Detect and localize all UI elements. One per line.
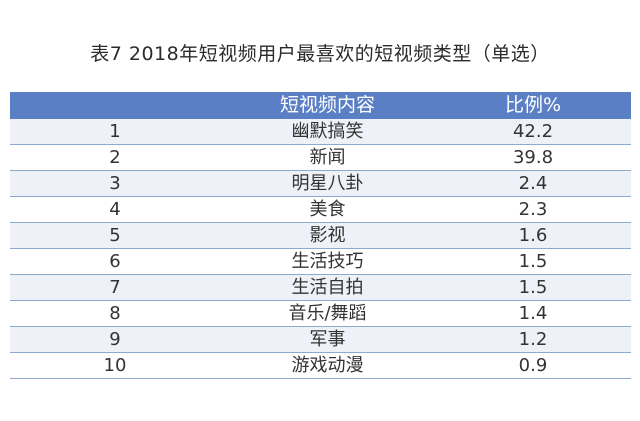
- content-cell: 明星八卦: [291, 172, 364, 194]
- rank-cell: 7: [109, 276, 121, 298]
- rank-cell: 1: [109, 120, 121, 142]
- table-row: 2 新闻 39.8: [10, 145, 631, 171]
- table-row: 9 军事 1.2: [10, 327, 631, 353]
- rank-cell: 4: [109, 198, 121, 220]
- table-title: 表7 2018年短视频用户最喜欢的短视频类型（单选）: [90, 43, 550, 65]
- content-cell: 影视: [309, 224, 346, 246]
- table-row: 6 生活技巧 1.5: [10, 249, 631, 275]
- percent-cell: 1.5: [518, 276, 548, 298]
- rank-cell: 6: [109, 250, 121, 272]
- rank-cell: 8: [109, 302, 121, 324]
- content-cell: 新闻: [309, 146, 346, 168]
- header-cell-content: 短视频内容: [279, 94, 375, 116]
- percent-cell: 1.5: [518, 250, 548, 272]
- table-row: 8 音乐/舞蹈 1.4: [10, 301, 631, 327]
- table-row: 1 幽默搞笑 42.2: [10, 119, 631, 145]
- percent-cell: 42.2: [512, 120, 554, 142]
- percent-cell: 2.4: [518, 172, 548, 194]
- data-table: 短视频内容 比例% 1 幽默搞笑 42.2 2 新闻 39.8 3 明星八卦 2…: [10, 92, 631, 379]
- rank-cell: 5: [109, 224, 121, 246]
- content-cell: 军事: [309, 328, 346, 350]
- rank-cell: 3: [109, 172, 121, 194]
- content-cell: 生活技巧: [291, 250, 364, 272]
- rank-cell: 2: [109, 146, 121, 168]
- percent-cell: 0.9: [518, 354, 548, 376]
- table-row: 5 影视 1.6: [10, 223, 631, 249]
- percent-cell: 1.2: [518, 328, 548, 350]
- rank-cell: 9: [109, 328, 121, 350]
- table-row: 7 生活自拍 1.5: [10, 275, 631, 301]
- table-row: 4 美食 2.3: [10, 197, 631, 223]
- content-cell: 游戏动漫: [291, 354, 364, 376]
- percent-cell: 2.3: [518, 198, 548, 220]
- table-row: 10 游戏动漫 0.9: [10, 353, 631, 379]
- content-cell: 音乐/舞蹈: [288, 302, 367, 324]
- header-cell-percent: 比例%: [504, 94, 562, 116]
- percent-cell: 1.4: [518, 302, 548, 324]
- percent-cell: 1.6: [518, 224, 548, 246]
- percent-cell: 39.8: [512, 146, 554, 168]
- content-cell: 生活自拍: [291, 276, 364, 298]
- content-cell: 幽默搞笑: [291, 120, 364, 142]
- content-cell: 美食: [309, 198, 346, 220]
- rank-cell: 10: [103, 354, 127, 376]
- table-row: 3 明星八卦 2.4: [10, 171, 631, 197]
- table-header-row: 短视频内容 比例%: [10, 92, 631, 119]
